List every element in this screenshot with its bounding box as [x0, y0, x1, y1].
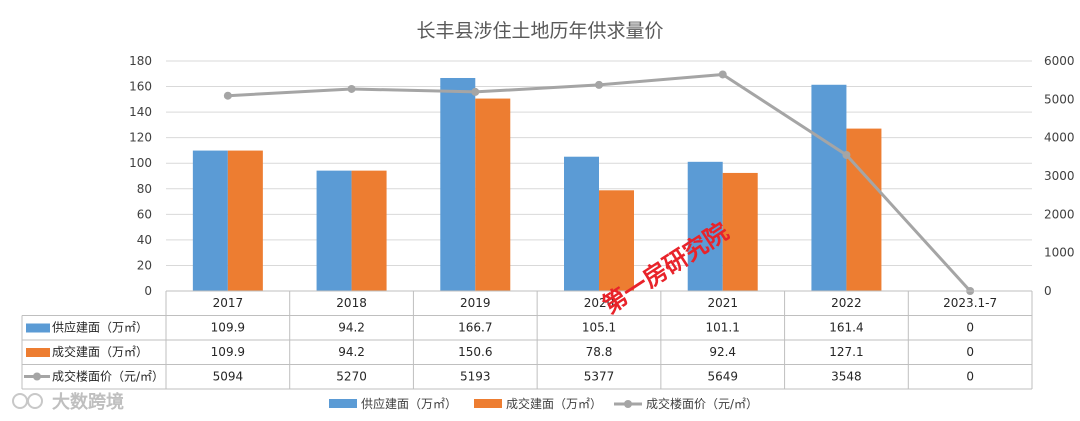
y-left-tick-label: 20 [137, 258, 152, 272]
table-cell: 5649 [707, 370, 738, 384]
brand-text: 大数跨境 [52, 391, 124, 413]
bar-deal [722, 172, 758, 291]
line-point [347, 84, 356, 93]
legend: 供应建面（万㎡） 成交建面（万㎡） 成交楼面价（元/㎡） [329, 396, 758, 411]
y-right-tick-label: 6000 [1044, 54, 1075, 68]
table-row-label: 成交楼面价（元/㎡） [52, 369, 164, 384]
x-tick-label: 2017 [213, 296, 244, 310]
table-cell: 101.1 [706, 321, 740, 335]
legend-swatch [474, 399, 502, 408]
table-cell: 0 [966, 321, 974, 335]
table-legend-swatch [26, 323, 50, 333]
brand-icon-2 [27, 393, 43, 409]
y-left-tick-label: 40 [137, 233, 152, 247]
table-cell: 3548 [831, 370, 862, 384]
legend-label: 成交楼面价（元/㎡） [646, 396, 758, 411]
table-cell: 166.7 [458, 321, 492, 335]
bar-deal [846, 128, 882, 291]
table-cell: 94.2 [338, 345, 365, 359]
brand-logo: 大数跨境 [12, 391, 124, 413]
chart-title: 长丰县涉住土地历年供求量价 [416, 20, 663, 42]
y-right-tick-label: 5000 [1044, 92, 1075, 106]
y-left-tick-label: 140 [129, 105, 152, 119]
y-left-tick-label: 160 [129, 80, 152, 94]
brand-icon [12, 393, 28, 409]
table-cell: 5193 [460, 370, 491, 384]
table-cell: 109.9 [211, 321, 245, 335]
y-left-tick-label: 180 [129, 54, 152, 68]
x-tick-label: 2020 [584, 296, 615, 310]
table-cell: 5094 [213, 370, 244, 384]
y-right-tick-label: 2000 [1044, 207, 1075, 221]
y-right-tick-label: 4000 [1044, 131, 1075, 145]
x-tick-label: 2023.1-7 [943, 296, 997, 310]
legend-swatch [329, 399, 357, 408]
table-legend-swatch [26, 348, 50, 357]
x-tick-label: 2018 [336, 296, 367, 310]
legend-label: 成交建面（万㎡） [506, 396, 602, 411]
axes: 0 20 40 60 80 100 120 140 160 180 0 1000 2000 3000 400… [129, 54, 1074, 298]
legend-label: 供应建面（万㎡） [361, 396, 457, 411]
bar-deal [475, 98, 511, 291]
table-cell: 150.6 [458, 345, 492, 359]
bar-deal [227, 150, 263, 291]
y-left-tick-label: 100 [129, 156, 152, 170]
price-line [223, 70, 975, 295]
line-point [842, 150, 851, 159]
table-row-label: 供应建面（万㎡） [52, 320, 148, 335]
y-left-tick-label: 80 [137, 182, 152, 196]
bar-supply [316, 170, 352, 291]
legend-marker [624, 400, 632, 408]
table-cell: 105.1 [582, 321, 616, 335]
bar-supply [564, 156, 599, 291]
line-point [223, 91, 232, 100]
y-right-tick-label: 0 [1044, 284, 1052, 298]
x-tick-label: 2022 [831, 296, 862, 310]
bar-supply [687, 161, 723, 291]
table-cell: 0 [966, 370, 974, 384]
table-cell: 78.8 [586, 345, 613, 359]
table-cell: 92.4 [709, 345, 736, 359]
table-legend-marker [33, 372, 41, 381]
bar-deal [599, 190, 634, 291]
table-cell: 161.4 [829, 321, 863, 335]
table-cell: 94.2 [338, 321, 365, 335]
y-right-tick-label: 3000 [1044, 169, 1075, 183]
y-right-tick-label: 1000 [1044, 246, 1075, 260]
line-point [471, 87, 480, 96]
y-left-tick-label: 0 [144, 284, 152, 298]
bar-supply [811, 84, 847, 292]
bar-deal [351, 170, 387, 291]
line-point [718, 70, 727, 79]
table-cell: 5270 [336, 370, 367, 384]
y-left-tick-label: 120 [129, 131, 152, 145]
bar-supply [192, 150, 228, 291]
table-cell: 0 [966, 345, 974, 359]
bar-supply [440, 77, 476, 291]
x-tick-label: 2019 [460, 296, 491, 310]
bars [192, 77, 882, 292]
data-table: 2017 2018 2019 2020 2021 2022 2023.1-7 供应建面（万㎡）… [21, 290, 1033, 390]
table-cell: 109.9 [211, 345, 245, 359]
y-left-tick-label: 60 [137, 207, 152, 221]
x-tick-label: 2021 [707, 296, 738, 310]
table-row-label: 成交建面（万㎡） [52, 344, 148, 359]
line-point [595, 80, 603, 89]
table-cell: 127.1 [829, 345, 863, 359]
table-cell: 5377 [584, 370, 615, 384]
